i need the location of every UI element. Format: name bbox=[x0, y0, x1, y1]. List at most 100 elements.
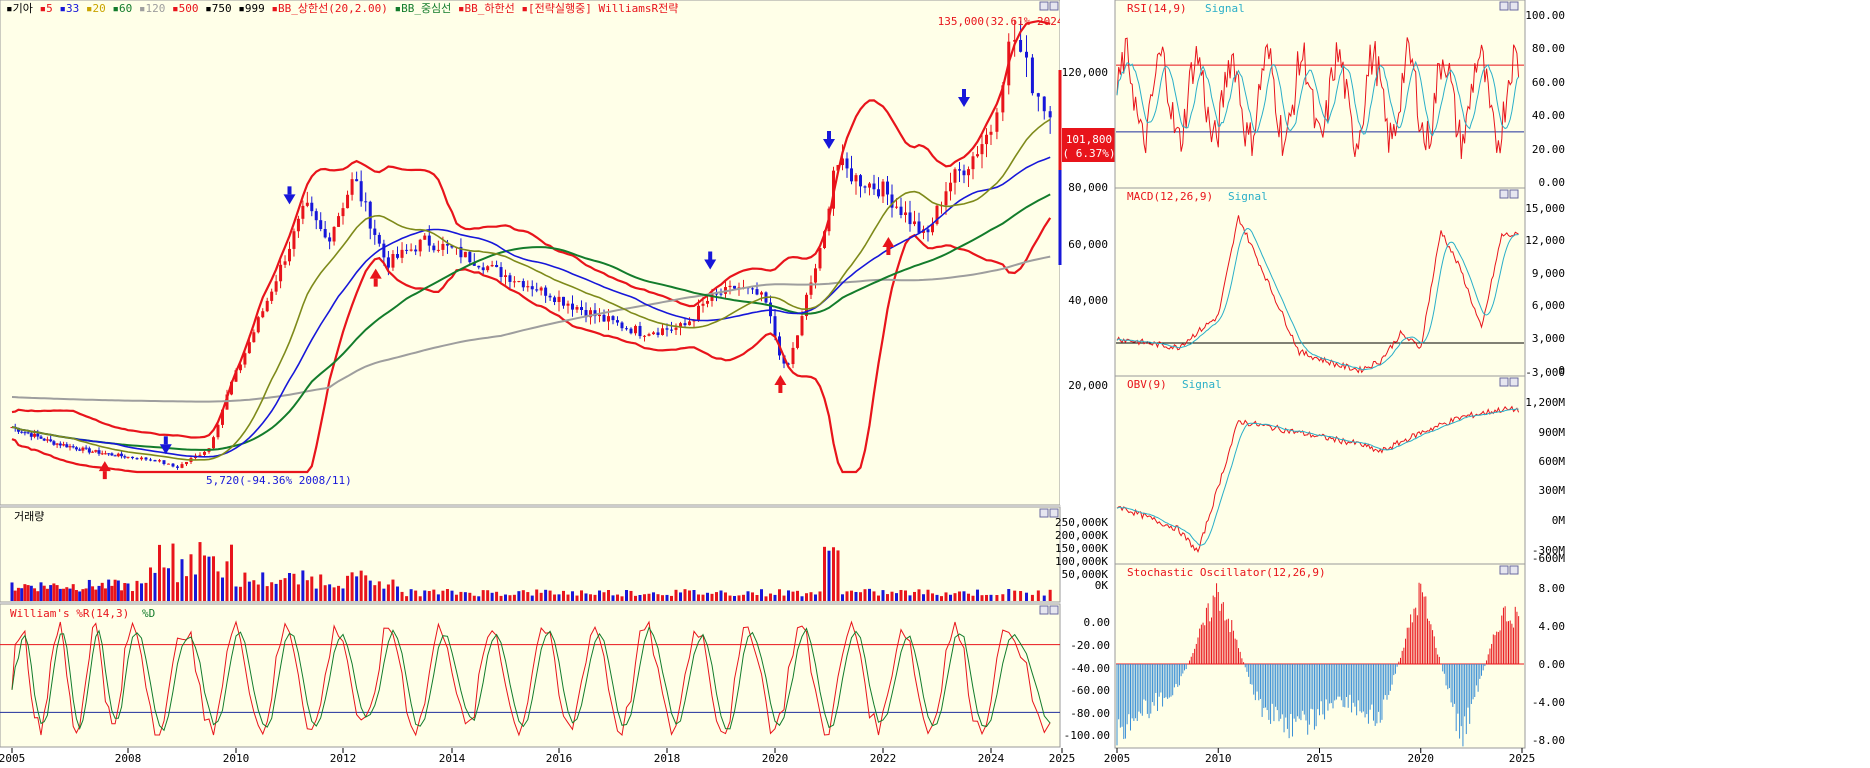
legend-item: ▪BB_중심선 bbox=[388, 2, 451, 15]
macd-signal-title: Signal bbox=[1228, 190, 1268, 203]
price-tick: 120,000 bbox=[1062, 66, 1108, 79]
volume-bar bbox=[1036, 590, 1040, 601]
rsi-signal-title: Signal bbox=[1205, 2, 1245, 15]
candle bbox=[1001, 85, 1005, 113]
macd-tick: -3,000 bbox=[1525, 366, 1565, 379]
volume-title: 거래량 bbox=[14, 510, 44, 523]
candle bbox=[562, 296, 565, 306]
candle bbox=[355, 179, 359, 182]
obv-title: OBV(9) bbox=[1127, 378, 1167, 391]
stoch-tick: 4.00 bbox=[1539, 620, 1566, 633]
volume-bar bbox=[904, 590, 907, 601]
volume-bar bbox=[638, 594, 642, 601]
candle bbox=[647, 334, 651, 336]
candle bbox=[995, 112, 999, 132]
volume-bar bbox=[760, 589, 763, 601]
volume-bar bbox=[850, 590, 853, 601]
candle bbox=[616, 320, 619, 323]
x-tick-label: 2005 bbox=[1104, 752, 1131, 764]
bb-lower-line bbox=[11, 217, 1052, 474]
candle bbox=[548, 295, 552, 298]
price-tick: 20,000 bbox=[1068, 379, 1108, 392]
stoch-tick: -8.00 bbox=[1532, 734, 1565, 747]
volume-bar bbox=[261, 572, 265, 601]
candle bbox=[589, 310, 592, 318]
volume-bar bbox=[135, 580, 139, 601]
volume-bar bbox=[989, 594, 993, 601]
candle bbox=[805, 294, 808, 317]
minimize-button bbox=[1499, 189, 1509, 199]
stoch-axis: 8.00 4.00 0.00 -4.00 -8.00 bbox=[1532, 582, 1565, 747]
rsi-panel[interactable]: RSI(14,9) Signal 100.00 80.00 60.00 40.00 20… bbox=[1114, 0, 1565, 189]
candle bbox=[773, 316, 777, 337]
price-tick: 60,000 bbox=[1068, 238, 1108, 251]
macd-signal-line bbox=[1116, 228, 1519, 371]
volume-bar bbox=[805, 593, 808, 601]
volume-bar bbox=[140, 583, 143, 601]
x-tick-label: 2020 bbox=[1408, 752, 1435, 764]
volume-bar bbox=[800, 596, 804, 601]
macd-panel[interactable]: MACD(12,26,9) Signal 15,000 12,000 9,000 6,… bbox=[1114, 187, 1565, 379]
candle bbox=[49, 439, 53, 442]
volume-bar bbox=[100, 582, 104, 601]
candle bbox=[508, 275, 512, 282]
x-axis-left: 2005 2008 2010 2012 2014 2016 2018 2020 2022 2024… bbox=[0, 748, 1075, 765]
candle bbox=[643, 335, 646, 337]
candle bbox=[953, 169, 957, 183]
volume-bar bbox=[715, 592, 718, 601]
volume-bar bbox=[33, 588, 37, 601]
bb-upper-line bbox=[11, 19, 1051, 439]
volume-bar bbox=[782, 595, 786, 601]
volume-bar bbox=[203, 555, 206, 601]
candle bbox=[980, 144, 984, 155]
candle bbox=[656, 332, 660, 335]
candle bbox=[126, 456, 130, 458]
volume-bar bbox=[656, 594, 660, 601]
candle bbox=[131, 456, 134, 459]
volume-bar bbox=[400, 591, 404, 601]
volume-bar bbox=[185, 576, 188, 601]
volume-bar bbox=[688, 590, 691, 601]
volume-bar bbox=[634, 595, 637, 601]
candle bbox=[391, 254, 395, 268]
volume-bar bbox=[607, 589, 610, 601]
stoch-tick: -4.00 bbox=[1532, 696, 1565, 709]
candle bbox=[409, 249, 413, 251]
volume-bar bbox=[508, 595, 512, 601]
candle bbox=[575, 307, 579, 310]
volume-bar bbox=[670, 595, 673, 601]
obv-tick: 0M bbox=[1552, 514, 1566, 527]
candle bbox=[84, 447, 88, 449]
volume-bar bbox=[701, 594, 705, 601]
volume-bar bbox=[566, 594, 570, 601]
price-panel[interactable]: ▪기아 ▪5 ▪33 ▪20 ▪60 ▪120 ▪500 ▪750 ▪999 ▪… bbox=[0, 0, 1091, 506]
volume-bar bbox=[1025, 592, 1028, 601]
minimize-button bbox=[1039, 508, 1049, 518]
volume-panel[interactable]: 거래량 250,000K200,000K150,000K100,000K50,0… bbox=[0, 506, 1108, 603]
obv-panel[interactable]: OBV(9) Signal 1,200M 900M 600M 300M 0M -300M-… bbox=[1114, 375, 1566, 565]
legend-item: ▪5 bbox=[33, 2, 53, 15]
volume-bar bbox=[922, 594, 925, 601]
legend-item: ▪33 bbox=[53, 2, 80, 15]
stoch-panel[interactable]: Stochastic Oscillator(12,26,9) 8.00 4.00 0… bbox=[1114, 563, 1565, 749]
candle bbox=[634, 325, 637, 334]
volume-bar bbox=[337, 585, 341, 601]
buy-arrow-stem bbox=[886, 247, 891, 256]
rsi-tick: 100.00 bbox=[1525, 9, 1565, 22]
volume-bar bbox=[908, 595, 912, 601]
x-tick-label: 2008 bbox=[115, 752, 142, 764]
candle bbox=[116, 453, 120, 457]
minimize-button bbox=[1499, 377, 1509, 387]
candle bbox=[55, 443, 59, 445]
candle bbox=[396, 254, 399, 258]
williams-panel[interactable]: William's %R(14,3) %D 0.00 -20.00 -40.00 -6… bbox=[0, 603, 1110, 748]
volume-bar bbox=[980, 595, 984, 601]
candle bbox=[877, 189, 880, 197]
candle bbox=[328, 237, 332, 242]
sell-arrow bbox=[159, 444, 172, 455]
volume-bar bbox=[926, 589, 930, 601]
volume-bar bbox=[436, 594, 440, 601]
williams-tick: -80.00 bbox=[1070, 707, 1110, 720]
candle bbox=[203, 451, 206, 455]
